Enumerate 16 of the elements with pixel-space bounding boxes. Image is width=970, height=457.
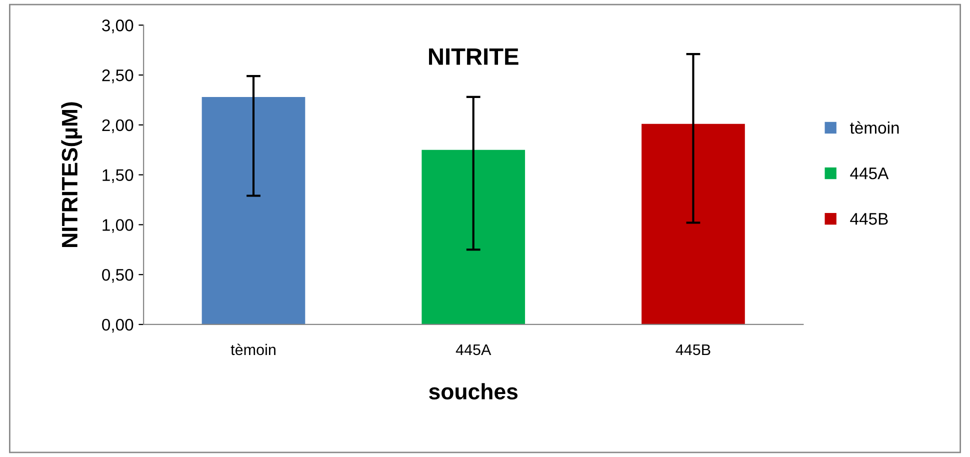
legend-label: 445A — [850, 168, 889, 180]
x-tick-label: 445A — [456, 344, 492, 356]
legend-label: 445B — [850, 213, 888, 225]
y-tick-label: 0,50 — [102, 268, 134, 283]
text: NITRITE — [429, 48, 518, 65]
y-tick-label: 1,00 — [102, 219, 134, 233]
y-tick-label: 2,50 — [102, 69, 134, 84]
x-tick-label: tèmoin — [230, 344, 276, 356]
x-tick-label: 445B — [676, 344, 710, 356]
y-tick-label: 1,50 — [102, 169, 134, 183]
y-tick-label: 2,00 — [102, 119, 134, 134]
y-axis-title: NITRITES(µM) — [61, 102, 82, 247]
legend-label: tèmoin — [850, 121, 899, 134]
y-tick-label: 0,00 — [102, 318, 134, 333]
y-tick-label: 3,00 — [102, 20, 134, 34]
x-axis-title: souches — [429, 383, 518, 400]
